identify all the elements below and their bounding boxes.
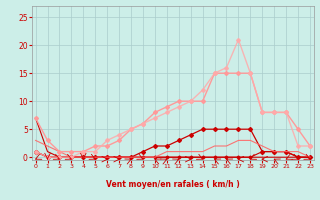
X-axis label: Vent moyen/en rafales ( km/h ): Vent moyen/en rafales ( km/h ) — [106, 180, 240, 189]
